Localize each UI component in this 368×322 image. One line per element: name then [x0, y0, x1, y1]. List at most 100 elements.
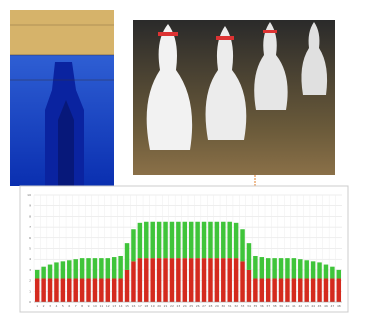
x-tick-label: 33 [241, 304, 245, 308]
bar-segment [215, 222, 219, 258]
bar-segment [93, 278, 97, 302]
x-tick-label: 14 [119, 304, 123, 308]
bar-segment [304, 278, 308, 302]
bar-segment [183, 222, 187, 258]
x-tick-label: 22 [170, 304, 174, 308]
bar-segment [234, 258, 238, 302]
bar-segment [285, 278, 289, 302]
bar-segment [304, 260, 308, 278]
bar-segment [298, 259, 302, 278]
y-tick-label: 2 [29, 279, 31, 283]
x-tick-label: 48 [337, 304, 341, 308]
x-tick-label: 11 [99, 304, 103, 308]
y-tick-label: 0 [29, 300, 31, 304]
bar-segment [41, 278, 45, 302]
bar-segment [292, 258, 296, 278]
bar-segment [285, 258, 289, 278]
bar-segment [118, 256, 122, 278]
bar-segment [195, 222, 199, 258]
bar-segment [279, 258, 283, 278]
heatmap-top [10, 10, 114, 55]
x-tick-label: 20 [157, 304, 161, 308]
bar-segment [144, 258, 148, 302]
bar-segment [337, 270, 341, 279]
bar-segment [80, 258, 84, 278]
bar-segment [227, 222, 231, 258]
x-tick-label: 15 [125, 304, 129, 308]
bar-segment [157, 222, 161, 258]
x-tick-label: 37 [266, 304, 270, 308]
bar-segment [163, 222, 167, 258]
bar-segment [61, 261, 65, 278]
x-tick-label: 26 [196, 304, 200, 308]
x-tick-label: 8 [81, 304, 83, 308]
x-tick-label: 43 [305, 304, 309, 308]
bar-segment [131, 229, 135, 261]
x-tick-label: 41 [292, 304, 296, 308]
x-tick-label: 3 [49, 304, 51, 308]
bar-segment [221, 222, 225, 258]
bar-segment [144, 222, 148, 258]
x-tick-label: 24 [183, 304, 187, 308]
pin-stripe [158, 32, 178, 36]
bar-segment [150, 258, 154, 302]
heatmap [10, 10, 114, 186]
y-tick-label: 6 [29, 236, 31, 240]
x-tick-label: 5 [62, 304, 64, 308]
screen: 0123456789101234567891011121314151617181… [0, 0, 368, 322]
bar-segment [35, 270, 39, 279]
bar-segment [311, 278, 315, 302]
x-tick-label: 17 [138, 304, 142, 308]
bar-segment [227, 258, 231, 302]
bar-segment [163, 258, 167, 302]
bar-segment [292, 278, 296, 302]
bar-segment [80, 278, 84, 302]
bar-segment [195, 258, 199, 302]
bar-segment [272, 278, 276, 302]
bar-segment [317, 278, 321, 302]
pin-stripe [263, 30, 277, 33]
y-tick-label: 10 [27, 193, 31, 197]
bar-segment [247, 243, 251, 270]
x-tick-label: 18 [144, 304, 148, 308]
x-tick-label: 27 [202, 304, 206, 308]
bar-segment [99, 278, 103, 302]
x-tick-label: 4 [55, 304, 57, 308]
x-tick-label: 21 [164, 304, 168, 308]
y-tick-label: 8 [29, 214, 31, 218]
bar-segment [118, 278, 122, 302]
bar-segment [317, 262, 321, 278]
bar-segment [150, 222, 154, 258]
bar-segment [125, 243, 129, 270]
bar-segment [247, 270, 251, 302]
y-tick-label: 3 [29, 268, 31, 272]
x-tick-label: 16 [132, 304, 136, 308]
bar-segment [86, 278, 90, 302]
bar-segment [202, 222, 206, 258]
bar-segment [48, 278, 52, 302]
x-tick-label: 47 [330, 304, 334, 308]
x-tick-label: 10 [93, 304, 97, 308]
x-tick-label: 32 [234, 304, 238, 308]
y-tick-label: 9 [29, 204, 31, 208]
bar-segment [253, 278, 257, 302]
x-tick-label: 38 [273, 304, 277, 308]
bar-segment [131, 261, 135, 302]
bar-segment [67, 278, 71, 302]
x-tick-label: 35 [253, 304, 257, 308]
x-tick-label: 29 [215, 304, 219, 308]
x-tick-label: 23 [176, 304, 180, 308]
x-tick-label: 42 [298, 304, 302, 308]
bar-segment [125, 270, 129, 302]
x-tick-label: 44 [311, 304, 315, 308]
bar-segment [106, 278, 110, 302]
x-tick-label: 1 [36, 304, 38, 308]
x-tick-label: 30 [221, 304, 225, 308]
y-tick-label: 4 [29, 257, 31, 261]
bar-segment [311, 261, 315, 278]
bar-segment [73, 278, 77, 302]
x-tick-label: 25 [189, 304, 193, 308]
bar-segment [99, 258, 103, 278]
bar-segment [208, 222, 212, 258]
bar-segment [337, 278, 341, 302]
